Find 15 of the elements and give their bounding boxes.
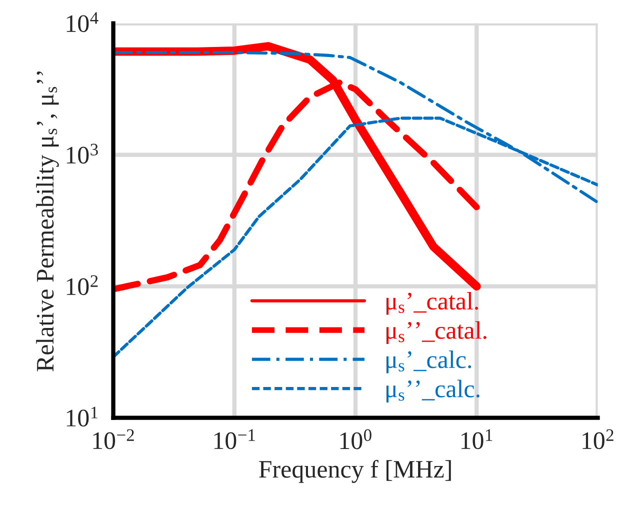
y-tick-label: 10$^{3}$ [66, 144, 98, 164]
x-tick-label: 10$^{−1}$ [214, 429, 255, 450]
x-tick-label: 10$^{−2}$ [93, 429, 134, 450]
y-axis-title: Relative Permeability μ$_{s}$’, μ$_{s}$’’ [36, 71, 59, 372]
legend-label: μ$_{s}$’’_catal. [386, 321, 486, 344]
x-tick-label: 10$^{1}$ [461, 429, 492, 450]
y-tick-label: 10$^{2}$ [66, 275, 98, 296]
legend-label: μ$_{s}$’’_calc. [386, 380, 480, 402]
x-axis-title: Frequency f [MHz] [259, 460, 451, 483]
x-tick-label: 10$^{2}$ [582, 429, 614, 450]
x-tick-label: 10$^{0}$ [340, 429, 372, 450]
legend-label: μ$_{s}$’_catal. [386, 292, 478, 315]
y-tick-label: 10$^{1}$ [66, 406, 98, 427]
y-tick-label: 10$^{4}$ [66, 12, 98, 32]
legend-label: μ$_{s}$’_calc. [386, 350, 472, 374]
